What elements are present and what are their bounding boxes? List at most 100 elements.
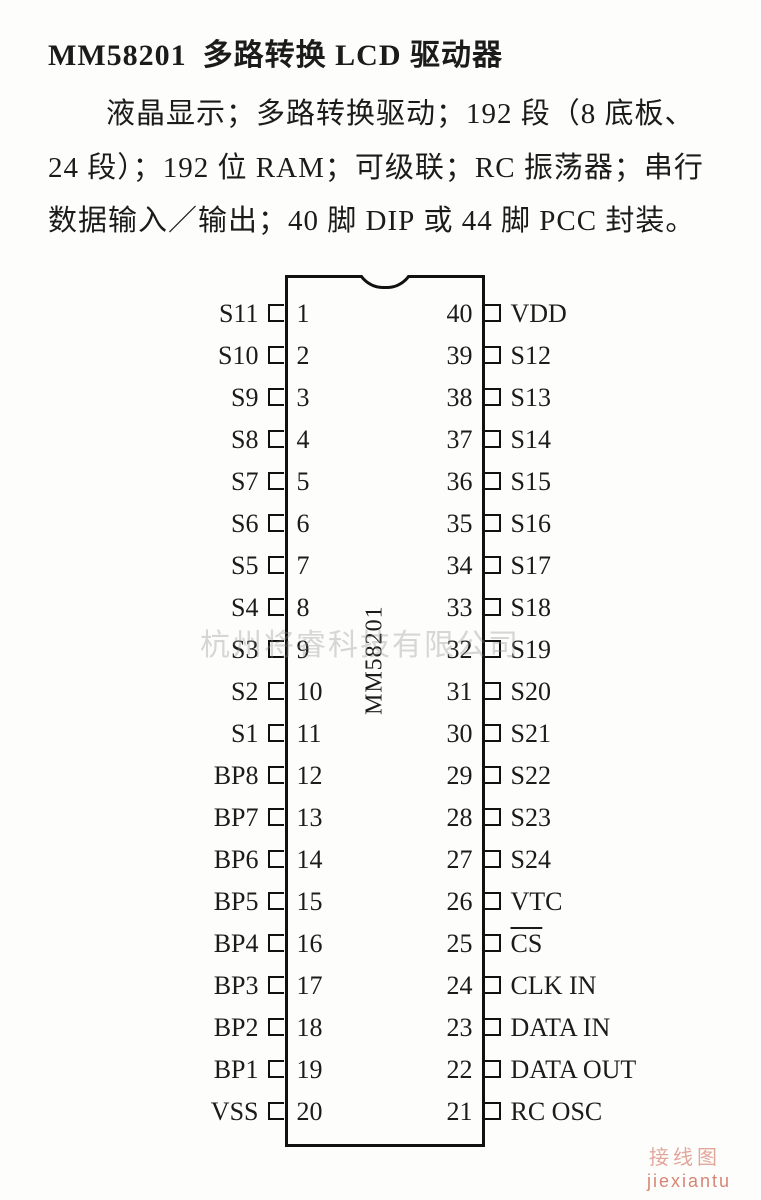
- desc-cn-segment: 底板、: [596, 98, 694, 130]
- pin-row-34: 34S17: [85, 551, 685, 579]
- watermark-bottom2: jiexiantu: [647, 1171, 731, 1192]
- pin-row-22: 22DATA OUT: [85, 1055, 685, 1083]
- desc-cn-segment: ；可级联；: [325, 152, 475, 184]
- pin-box-icon: [485, 640, 501, 658]
- desc-cn-segment: 段）；: [79, 152, 163, 184]
- pin-label: S19: [511, 635, 711, 665]
- pinout-diagram: MM58201 1S112S103S94S85S76S67S58S49S310S…: [85, 275, 685, 1155]
- pin-box-icon: [485, 934, 501, 952]
- pin-row-26: 26VTC: [85, 887, 685, 915]
- pin-label: CLK IN: [511, 971, 711, 1001]
- pin-row-27: 27S24: [85, 845, 685, 873]
- pin-number: 24: [433, 971, 473, 1001]
- desc-cn-segment: 段（: [513, 98, 581, 130]
- pin-box-icon: [485, 556, 501, 574]
- pin-row-21: 21RC OSC: [85, 1097, 685, 1125]
- pin-label: S18: [511, 593, 711, 623]
- part-number: MM58201: [48, 39, 187, 72]
- pin-label: S20: [511, 677, 711, 707]
- pin-number: 28: [433, 803, 473, 833]
- pin-number: 25: [433, 929, 473, 959]
- pin-number: 29: [433, 761, 473, 791]
- pin-row-25: 25CS: [85, 929, 685, 957]
- pin-box-icon: [485, 346, 501, 364]
- pin-label: S13: [511, 383, 711, 413]
- desc-roman-segment: 192: [466, 98, 513, 130]
- chip-notch-cover: [347, 257, 423, 275]
- desc-roman-segment: RC: [475, 152, 516, 184]
- pin-number: 22: [433, 1055, 473, 1085]
- pin-row-38: 38S13: [85, 383, 685, 411]
- pin-number: 23: [433, 1013, 473, 1043]
- pin-label: VDD: [511, 299, 711, 329]
- pin-box-icon: [485, 682, 501, 700]
- pin-row-30: 30S21: [85, 719, 685, 747]
- desc-roman-segment: PCC: [539, 205, 597, 237]
- desc-roman-segment: 24: [48, 152, 79, 184]
- desc-roman-segment: 44: [462, 205, 493, 237]
- pin-box-icon: [485, 430, 501, 448]
- pin-number: 27: [433, 845, 473, 875]
- pin-box-icon: [485, 850, 501, 868]
- pin-label: S22: [511, 761, 711, 791]
- desc-roman-segment: 40: [288, 205, 319, 237]
- pin-row-40: 40VDD: [85, 299, 685, 327]
- desc-cn-segment: 位: [209, 152, 256, 184]
- pin-number: 31: [433, 677, 473, 707]
- pin-number: 33: [433, 593, 473, 623]
- pin-box-icon: [485, 766, 501, 784]
- desc-cn-segment: 液晶显示；多路转换驱动；: [106, 98, 466, 130]
- desc-roman-segment: DIP: [366, 205, 416, 237]
- desc-cn-segment: 脚: [319, 205, 366, 237]
- pin-box-icon: [485, 514, 501, 532]
- pin-box-icon: [485, 1018, 501, 1036]
- pin-box-icon: [485, 472, 501, 490]
- pin-label: S17: [511, 551, 711, 581]
- desc-cn-segment: 封装。: [597, 205, 695, 237]
- pin-number: 35: [433, 509, 473, 539]
- pin-label: VTC: [511, 887, 711, 917]
- pin-number: 36: [433, 467, 473, 497]
- pin-number: 38: [433, 383, 473, 413]
- pin-label: S14: [511, 425, 711, 455]
- page-title: MM58201 多路转换 LCD 驱动器: [48, 30, 721, 74]
- pin-label: S21: [511, 719, 711, 749]
- pin-box-icon: [485, 1060, 501, 1078]
- pin-label: S12: [511, 341, 711, 371]
- desc-cn-segment: 脚: [493, 205, 540, 237]
- pin-row-23: 23DATA IN: [85, 1013, 685, 1041]
- desc-roman-segment: 192: [163, 152, 210, 184]
- pin-box-icon: [485, 598, 501, 616]
- pin-number: 32: [433, 635, 473, 665]
- pin-box-icon: [485, 1102, 501, 1120]
- desc-roman-segment: RAM: [256, 152, 325, 184]
- pin-number: 37: [433, 425, 473, 455]
- pin-row-39: 39S12: [85, 341, 685, 369]
- pin-label: S15: [511, 467, 711, 497]
- pin-number: 39: [433, 341, 473, 371]
- desc-cn-segment: 或: [415, 205, 462, 237]
- pin-row-33: 33S18: [85, 593, 685, 621]
- pin-box-icon: [485, 388, 501, 406]
- pin-row-37: 37S14: [85, 425, 685, 453]
- pin-row-32: 32S19: [85, 635, 685, 663]
- pin-number: 21: [433, 1097, 473, 1127]
- pin-box-icon: [485, 808, 501, 826]
- pin-number: 40: [433, 299, 473, 329]
- pin-number: 34: [433, 551, 473, 581]
- pin-number: 30: [433, 719, 473, 749]
- pin-label: RC OSC: [511, 1097, 711, 1127]
- pin-label: DATA IN: [511, 1013, 711, 1043]
- pin-label: CS: [511, 929, 711, 959]
- pin-label: S24: [511, 845, 711, 875]
- pin-label: S16: [511, 509, 711, 539]
- pin-box-icon: [485, 976, 501, 994]
- title-cn: 多路转换 LCD 驱动器: [203, 39, 503, 72]
- pin-box-icon: [485, 304, 501, 322]
- pin-row-31: 31S20: [85, 677, 685, 705]
- pin-label: DATA OUT: [511, 1055, 711, 1085]
- description: 液晶显示；多路转换驱动；192 段（8 底板、24 段）；192 位 RAM；可…: [48, 88, 721, 249]
- pin-box-icon: [485, 892, 501, 910]
- pin-row-29: 29S22: [85, 761, 685, 789]
- pin-label: S23: [511, 803, 711, 833]
